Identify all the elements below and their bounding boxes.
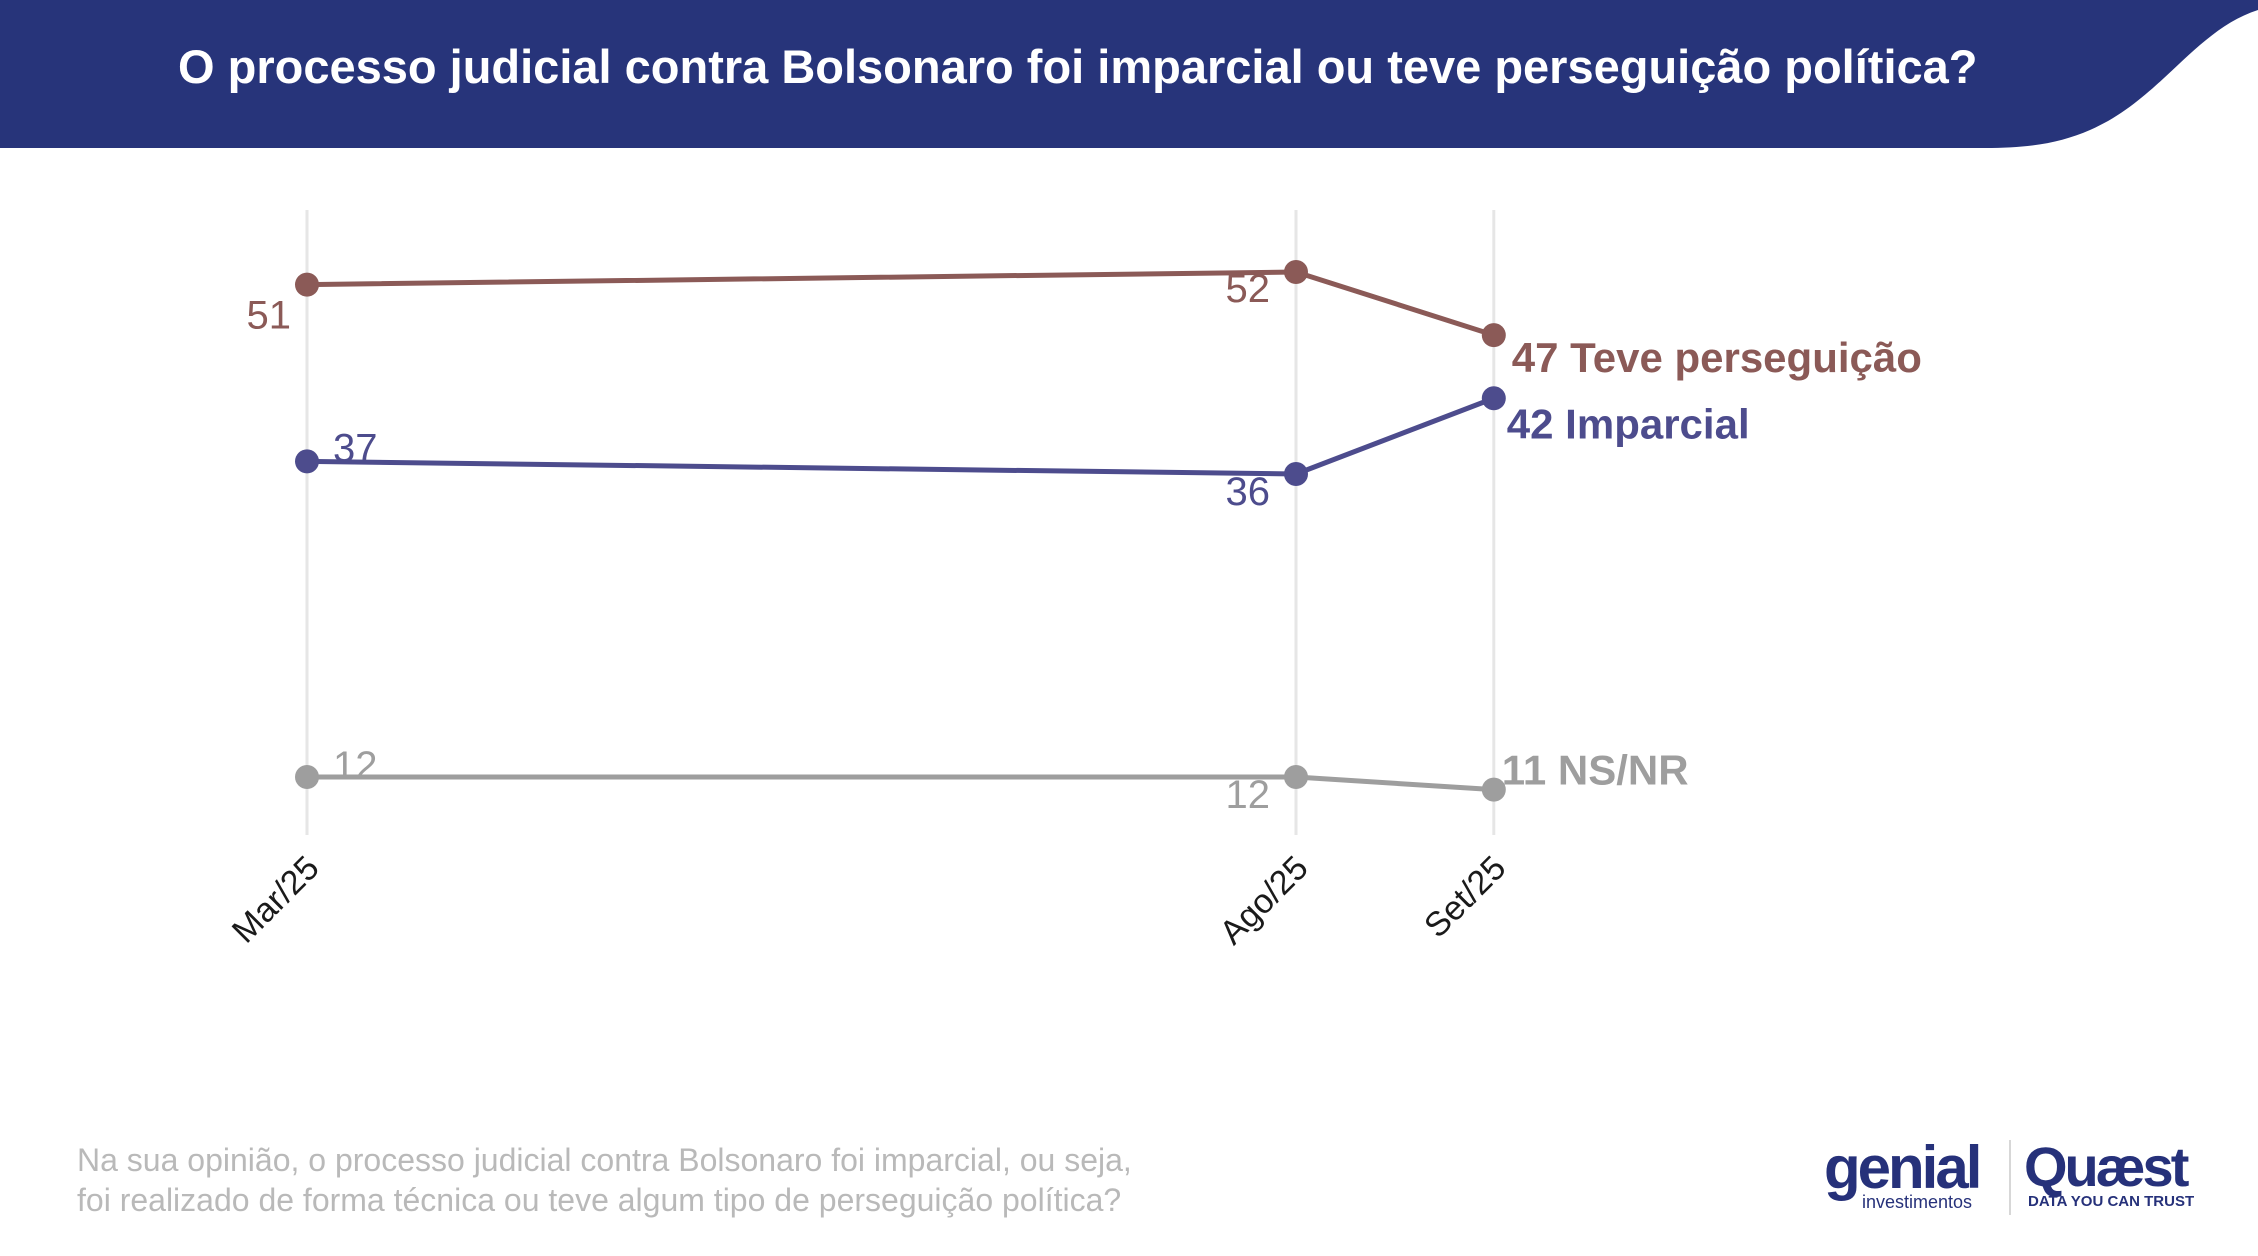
footnote-line-1: Na sua opinião, o processo judicial cont… bbox=[77, 1142, 1132, 1178]
data-label: 12 bbox=[1226, 773, 1271, 817]
data-point bbox=[1481, 777, 1506, 802]
data-point bbox=[1284, 765, 1308, 789]
data-label: 12 bbox=[333, 744, 378, 788]
data-point bbox=[1481, 323, 1506, 348]
data-label: 36 bbox=[1226, 470, 1271, 514]
series-line-imparcial bbox=[306, 395, 1495, 477]
header-background bbox=[0, 0, 2258, 148]
data-point bbox=[1284, 260, 1308, 284]
data-label: 51 bbox=[247, 294, 292, 338]
logo-divider bbox=[2009, 1140, 2011, 1215]
page-title: O processo judicial contra Bolsonaro foi… bbox=[178, 40, 1978, 93]
series-end-label: 42 Imparcial bbox=[1507, 400, 1750, 447]
x-tick-label: Ago/25 bbox=[1213, 849, 1316, 952]
question-footnote: Na sua opinião, o processo judicial cont… bbox=[77, 1140, 1377, 1220]
series-line-ns-nr bbox=[307, 774, 1494, 793]
series-line-teve-persegui-o bbox=[306, 269, 1495, 338]
header-banner: O processo judicial contra Bolsonaro foi… bbox=[0, 0, 2258, 150]
genial-logo: genial investimentos bbox=[1820, 1135, 2000, 1215]
quaest-logo: Quæst DATA YOU CAN TRUST bbox=[2024, 1135, 2244, 1215]
quaest-logo-tagline: DATA YOU CAN TRUST bbox=[2028, 1193, 2195, 1210]
quaest-logo-name: Quæst bbox=[2024, 1135, 2189, 1198]
data-point bbox=[295, 272, 319, 297]
data-point bbox=[1284, 462, 1308, 486]
genial-logo-name: genial bbox=[1824, 1134, 1982, 1201]
data-point bbox=[295, 449, 319, 474]
x-tick-label: Mar/25 bbox=[225, 849, 327, 951]
data-label: 37 bbox=[333, 426, 378, 470]
series-end-label: 11 NS/NR bbox=[1502, 747, 1689, 794]
genial-logo-subtitle: investimentos bbox=[1862, 1192, 1973, 1212]
data-label: 52 bbox=[1226, 267, 1271, 311]
footnote-line-2: foi realizado de forma técnica ou teve a… bbox=[77, 1182, 1122, 1218]
data-point bbox=[1481, 386, 1506, 411]
x-tick-label: Set/25 bbox=[1417, 849, 1513, 945]
data-point bbox=[295, 765, 319, 789]
series-end-label: 47 Teve perseguição bbox=[1512, 334, 1922, 381]
